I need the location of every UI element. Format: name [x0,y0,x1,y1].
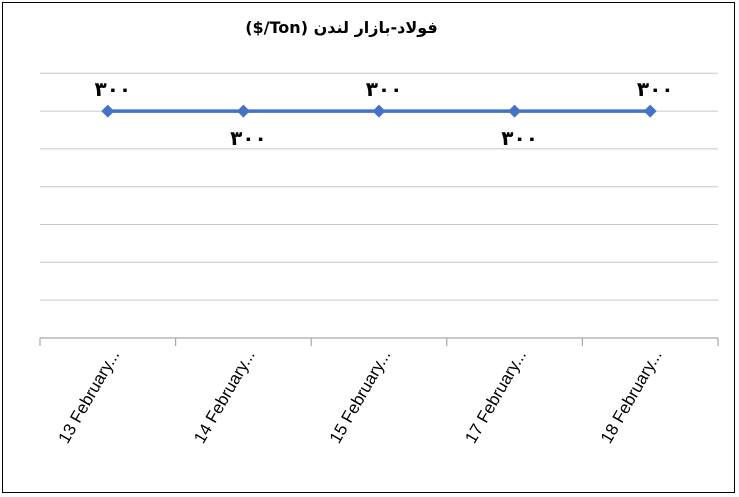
x-tick-label: 14 February... [190,347,259,447]
data-point-marker [236,104,250,118]
data-point-marker [643,104,657,118]
x-tick-label: 18 February... [597,347,666,447]
data-label: ۳۰۰ [501,126,538,150]
x-tick-label: 17 February... [461,347,530,447]
data-label: ۳۰۰ [366,77,403,101]
data-label: ۳۰۰ [637,77,674,101]
chart-frame [2,2,735,493]
x-tick-label: 15 February... [326,347,395,447]
data-point-marker [101,104,115,118]
x-axis: 13 February... 14 February... 15 February.… [39,337,719,447]
data-point-marker [372,104,386,118]
data-point-marker [508,104,522,118]
data-labels: ۳۰۰ ۳۰۰ ۳۰۰ ۳۰۰ ۳۰۰ [94,77,673,150]
x-tick-label: 13 February... [55,347,124,447]
chart-title: فولاد-بازار لندن (Ton/$) [245,18,438,37]
data-label: ۳۰۰ [230,126,267,150]
data-label: ۳۰۰ [94,77,131,101]
series [101,104,657,118]
